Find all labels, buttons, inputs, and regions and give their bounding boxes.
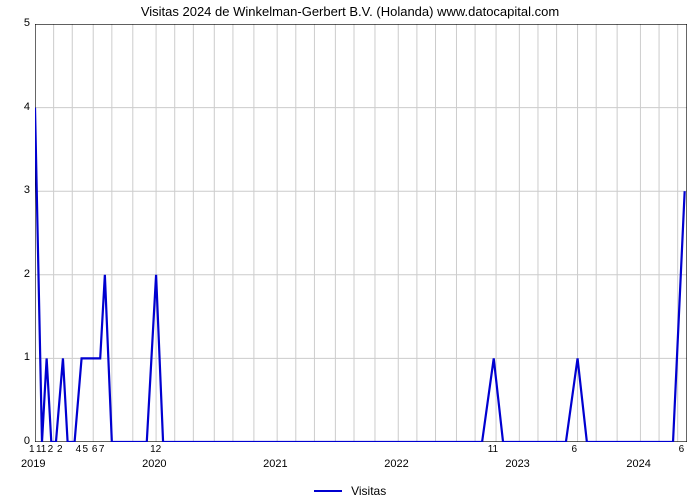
chart-title: Visitas 2024 de Winkelman-Gerbert B.V. (…: [0, 4, 700, 19]
x-minor-tick-label: 11: [36, 444, 46, 455]
x-minor-tick-label: 4: [76, 444, 82, 455]
legend: Visitas: [0, 483, 700, 498]
x-minor-tick-label: 6: [92, 444, 98, 455]
y-tick-label: 2: [24, 268, 30, 280]
x-major-tick-label: 2021: [263, 458, 287, 470]
x-major-tick-label: 2019: [21, 458, 45, 470]
x-major-tick-label: 2024: [626, 458, 650, 470]
y-tick-label: 3: [24, 184, 30, 196]
x-minor-tick-label: 2: [48, 444, 54, 455]
x-major-tick-label: 2020: [142, 458, 166, 470]
x-minor-tick-label: 7: [99, 444, 105, 455]
y-tick-label: 5: [24, 17, 30, 29]
x-minor-tick-label: 11: [488, 444, 498, 455]
chart-svg: [35, 24, 687, 442]
x-minor-tick-label: 6: [572, 444, 578, 455]
x-minor-tick-label: 12: [150, 444, 161, 455]
y-tick-label: 4: [24, 101, 30, 113]
x-minor-tick-label: 6: [679, 444, 685, 455]
chart-container: Visitas 2024 de Winkelman-Gerbert B.V. (…: [0, 0, 700, 500]
legend-line-icon: [314, 490, 342, 492]
x-major-tick-label: 2022: [384, 458, 408, 470]
y-tick-label: 1: [24, 351, 30, 363]
x-minor-tick-label: 1: [29, 444, 35, 455]
x-minor-tick-label: 5: [83, 444, 89, 455]
legend-label: Visitas: [351, 484, 386, 498]
plot-area: [35, 24, 687, 442]
x-major-tick-label: 2023: [505, 458, 529, 470]
x-minor-tick-label: 2: [57, 444, 63, 455]
